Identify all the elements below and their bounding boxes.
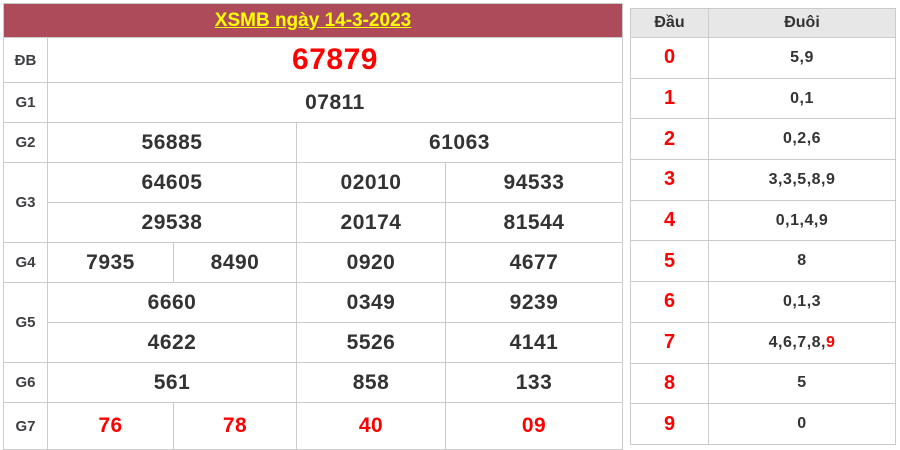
duoi-text: 4,6,7,8, [768,333,826,351]
prize-g7-value: 09 [445,402,623,450]
table-row: 9 0 [630,403,896,445]
duoi-text: 0 [797,415,807,433]
duoi-text: 0,1 [790,89,814,107]
prize-g3-value: 20174 [296,202,446,243]
prize-g3-value: 29538 [47,202,297,243]
xsmb-date-title-link[interactable]: XSMB ngày 14-3-2023 [214,9,412,31]
prize-g5-value: 6660 [47,282,297,323]
prize-g4-value: 7935 [47,242,174,283]
prize-g2-value: 61063 [296,122,623,163]
duoi-text: 0,2,6 [782,130,822,148]
duoi-text: 5,9 [790,48,814,66]
prize-label-g7: G7 [3,402,48,450]
dau-digit: 3 [630,159,709,201]
duoi-highlight: 9 [825,333,836,351]
table-row: 2 0,2,6 [630,118,896,161]
prize-g4-value: 0920 [296,242,446,283]
duoi-text: 0,1,4,9 [775,211,829,229]
prize-g3-value: 02010 [296,162,446,203]
prize-label-g5: G5 [3,282,48,363]
duoi-values: 4,6,7,8,9 [708,321,896,364]
prize-g5-value: 0349 [296,282,446,323]
table-row: 7 4,6,7,8,9 [630,321,896,364]
prize-g3-value: 64605 [47,162,297,203]
duoi-values: 5 [708,362,896,405]
table-row: 1 0,1 [630,77,896,120]
dau-digit: 9 [630,403,709,445]
prize-label-db: ĐB [3,37,48,83]
duoi-values: 3,3,5,8,9 [708,159,896,201]
dau-digit: 8 [630,362,709,405]
prize-g5-value: 4622 [47,322,297,363]
prize-g4-value: 4677 [445,242,623,283]
table-row: 8 5 [630,362,896,405]
prize-label-g4: G4 [3,242,48,283]
duoi-text: 0,1,3 [782,292,822,310]
prize-g1-value: 07811 [47,82,623,123]
prize-db-value: 67879 [47,37,623,83]
duoi-column-header: Đuôi [708,8,896,38]
table-row: 3 3,3,5,8,9 [630,159,896,201]
table-header-band: XSMB ngày 14-3-2023 [3,3,623,38]
table-row: 6 0,1,3 [630,281,896,323]
dau-digit: 2 [630,118,709,161]
table-row: 5 8 [630,240,896,283]
dau-duoi-table: Đầu Đuôi 0 5,9 1 0,1 2 0,2,6 3 3,3,5,8,9… [630,8,896,445]
prize-g7-value: 40 [296,402,446,450]
duoi-text: 8 [797,252,807,270]
duoi-values: 0,1,3 [708,281,896,323]
prize-g5-value: 4141 [445,322,623,363]
prize-g6-value: 561 [47,362,297,403]
prize-g5-value: 9239 [445,282,623,323]
duoi-values: 0 [708,403,896,445]
duoi-text: 3,3,5,8,9 [768,170,836,188]
prize-g4-value: 8490 [173,242,297,283]
duoi-text: 5 [797,374,807,392]
prize-g5-value: 5526 [296,322,446,363]
duoi-values: 5,9 [708,37,896,79]
duoi-values: 0,1,4,9 [708,199,896,242]
dau-digit: 1 [630,77,709,120]
table-row: 4 0,1,4,9 [630,199,896,242]
dau-digit: 5 [630,240,709,283]
prize-g6-value: 133 [445,362,623,403]
prize-g7-value: 78 [173,402,297,450]
dau-duoi-panel: Đầu Đuôi 0 5,9 1 0,1 2 0,2,6 3 3,3,5,8,9… [630,8,896,445]
dau-column-header: Đầu [630,8,709,38]
prize-label-g2: G2 [3,122,48,163]
table-row: 0 5,9 [630,37,896,79]
dau-digit: 0 [630,37,709,79]
prize-g3-value: 94533 [445,162,623,203]
duoi-values: 0,2,6 [708,118,896,161]
prize-g7-value: 76 [47,402,174,450]
prize-label-g6: G6 [3,362,48,403]
prize-g6-value: 858 [296,362,446,403]
dau-digit: 7 [630,321,709,364]
prize-g2-value: 56885 [47,122,297,163]
dau-digit: 6 [630,281,709,323]
prize-label-g1: G1 [3,82,48,123]
prize-label-g3: G3 [3,162,48,243]
dau-digit: 4 [630,199,709,242]
xsmb-results-table: XSMB ngày 14-3-2023 ĐB 67879 G1 07811 G2… [3,3,623,450]
prize-g3-value: 81544 [445,202,623,243]
xsmb-results-panel: XSMB ngày 14-3-2023 ĐB 67879 G1 07811 G2… [3,3,623,450]
duoi-values: 8 [708,240,896,283]
duoi-values: 0,1 [708,77,896,120]
